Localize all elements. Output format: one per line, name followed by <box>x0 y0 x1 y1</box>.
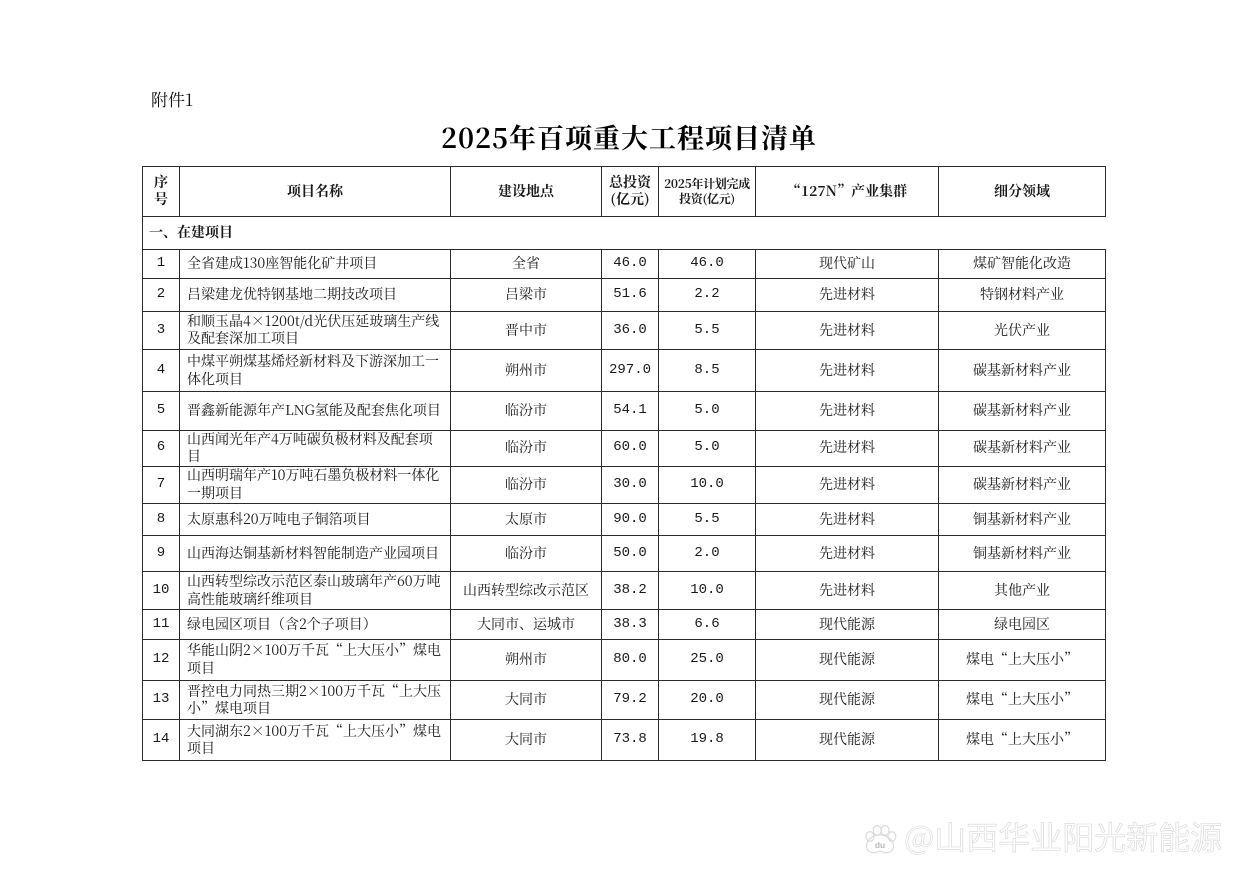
svg-text:du: du <box>875 840 885 850</box>
